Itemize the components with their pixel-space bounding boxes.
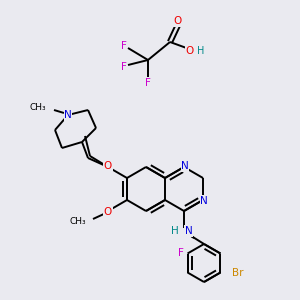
Text: N: N xyxy=(64,110,72,120)
Text: F: F xyxy=(121,41,127,51)
Text: CH₃: CH₃ xyxy=(69,218,86,226)
Text: Br: Br xyxy=(232,268,244,278)
Text: N: N xyxy=(181,161,189,171)
Text: O: O xyxy=(104,207,112,217)
Text: N: N xyxy=(200,196,208,206)
Text: O: O xyxy=(104,161,112,171)
Text: F: F xyxy=(178,248,184,259)
Text: H: H xyxy=(197,46,204,56)
Text: N: N xyxy=(185,226,193,236)
Text: CH₃: CH₃ xyxy=(29,103,46,112)
Text: H: H xyxy=(171,226,179,236)
Text: O: O xyxy=(174,16,182,26)
Text: F: F xyxy=(145,78,151,88)
Text: F: F xyxy=(121,62,127,72)
Text: O: O xyxy=(186,46,194,56)
